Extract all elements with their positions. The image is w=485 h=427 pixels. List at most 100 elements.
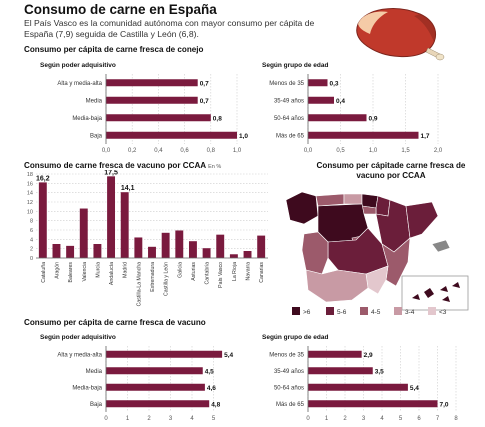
- tick-label: 2: [343, 416, 347, 422]
- category-label: Media-baja: [72, 116, 102, 122]
- tick-label: 0,5: [336, 148, 345, 154]
- category-label: La Rioja: [232, 262, 238, 281]
- value-label: 0,7: [200, 80, 209, 87]
- legend-label: <3: [439, 309, 447, 316]
- bar: [257, 235, 266, 258]
- category-label: Galicia: [177, 262, 183, 278]
- tick-label: 8: [30, 219, 33, 225]
- spain-choropleth-map: [285, 191, 469, 311]
- value-label: 5,4: [410, 385, 419, 392]
- bar: [106, 367, 203, 375]
- bar: [106, 400, 210, 408]
- page-subtitle: El País Vasco es la comunidad autónoma c…: [24, 18, 315, 39]
- tick-label: 4: [30, 237, 33, 243]
- map-legend: >6 5-6 4-5 3-4 <3: [292, 307, 447, 316]
- value-label: 4,5: [205, 368, 214, 375]
- tick-label: 18: [27, 172, 33, 178]
- category-label: Murcia: [95, 262, 101, 278]
- bar: [148, 246, 156, 258]
- value-label: 1,7: [421, 133, 430, 140]
- tick-label: 0: [30, 256, 33, 262]
- category-label: Valencia: [82, 262, 88, 282]
- category-label: 50-64 años: [274, 385, 304, 391]
- chart-conejo-adquisitivo: 0,0 0,2 0,4 0,6 0,8 1,0 Alta y media-alta 0,7 Me…: [57, 74, 248, 154]
- bar: [308, 131, 419, 139]
- tick-label: 0,0: [304, 148, 313, 154]
- value-label: 0,9: [369, 115, 378, 122]
- tick-label: 2: [30, 247, 33, 253]
- category-label: Canarias: [259, 262, 265, 283]
- category-label: País Vasco: [218, 262, 224, 288]
- value-label: 14,1: [121, 185, 135, 192]
- tick-label: 3: [169, 416, 173, 422]
- category-label: Más de 65: [276, 133, 305, 139]
- tick-label: 4: [190, 416, 194, 422]
- tick-label: 16: [27, 181, 33, 187]
- value-label: 1,0: [239, 133, 248, 140]
- tick-label: 6: [30, 228, 33, 234]
- bar: [106, 350, 223, 358]
- legend-swatch: [428, 307, 436, 315]
- legend-label: 3-4: [405, 309, 415, 316]
- tick-label: 0,0: [102, 148, 111, 154]
- legend-label: 4-5: [371, 309, 381, 316]
- value-label: 0,3: [330, 80, 339, 87]
- bar: [106, 79, 198, 87]
- bar: [308, 350, 362, 358]
- category-label: Más de 65: [276, 402, 305, 408]
- region-cataluna: [405, 201, 439, 239]
- value-label: 3,5: [375, 368, 384, 375]
- chart-vacuno-adquisitivo: 0 1 2 3 4 5 Alta y media-alta 5,4 Media 4,5 Media-…: [57, 346, 234, 422]
- bar: [120, 192, 129, 258]
- tick-label: 7: [436, 416, 440, 422]
- section-title-vacuno: Consumo per cápita de carne fresca de va…: [24, 318, 206, 327]
- tick-label: 0,6: [180, 148, 189, 154]
- category-label: Aragón: [54, 262, 60, 279]
- value-label: 16,2: [36, 175, 50, 182]
- legend-label: 5-6: [337, 309, 347, 316]
- tick-label: 1: [126, 416, 130, 422]
- bar: [229, 254, 238, 258]
- category-label: Asturias: [191, 262, 197, 281]
- value-label: 5,4: [224, 352, 233, 359]
- sub-conejo-edad: Según grupo de edad: [262, 62, 329, 69]
- value-label: 17,5: [104, 170, 118, 176]
- legend-swatch: [394, 307, 402, 315]
- category-label: Alta y media-alta: [57, 81, 102, 87]
- value-label: 0,8: [213, 115, 222, 122]
- tick-label: 1,0: [233, 148, 242, 154]
- value-label: 0,4: [336, 98, 345, 105]
- bar: [216, 234, 225, 258]
- tick-label: 12: [27, 200, 33, 206]
- region-canarias: [412, 294, 420, 300]
- bar: [161, 232, 170, 258]
- tick-label: 5: [212, 416, 216, 422]
- category-label: 35-49 años: [274, 98, 304, 104]
- section-title-mapa: Consumo per cápitade carne fresca de vac…: [316, 161, 466, 180]
- bar: [308, 114, 367, 122]
- bar: [308, 96, 334, 104]
- category-label: Navarra: [246, 262, 252, 281]
- category-label: Baja: [90, 402, 103, 408]
- page-title: Consumo de carne en España: [24, 2, 217, 17]
- bar: [79, 208, 88, 258]
- bar: [106, 114, 211, 122]
- region-galicia: [285, 191, 319, 225]
- value-label: 7,0: [440, 401, 449, 408]
- category-label: Extremadura: [150, 262, 156, 292]
- tick-label: 1: [325, 416, 329, 422]
- tick-label: 14: [27, 191, 33, 197]
- category-label: Menos de 35: [269, 81, 304, 87]
- category-label: 35-49 años: [274, 369, 304, 375]
- ham-icon: [356, 8, 445, 61]
- sub-conejo-adquisitivo: Según poder adquisitivo: [40, 62, 116, 69]
- bar: [308, 367, 373, 375]
- tick-label: 5: [399, 416, 403, 422]
- tick-label: 2,0: [434, 148, 443, 154]
- category-label: Media: [86, 98, 103, 104]
- value-label: 2,9: [364, 352, 373, 359]
- bar: [38, 182, 47, 258]
- category-label: Alta y media-alta: [57, 352, 102, 358]
- region-pais-vasco: [361, 193, 379, 209]
